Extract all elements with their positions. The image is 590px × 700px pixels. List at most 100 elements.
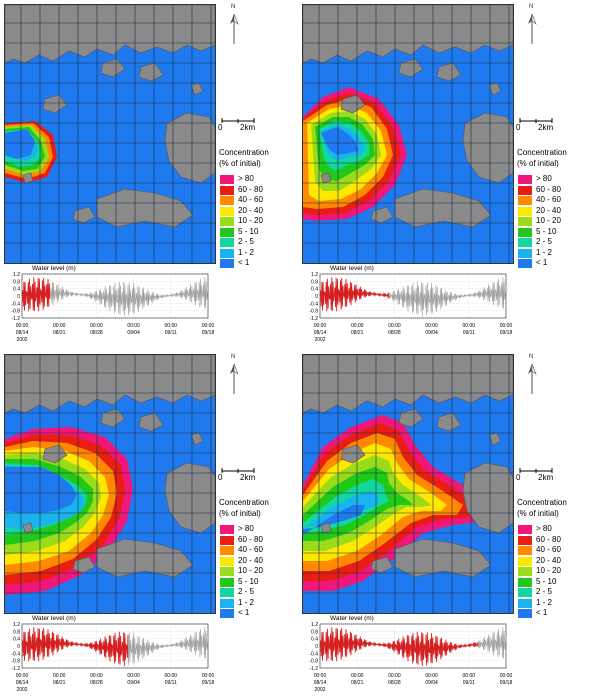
x-tick-date: 09/04 — [425, 330, 438, 336]
x-tick-time: 00:00 — [351, 673, 364, 679]
map-svg — [5, 355, 215, 613]
x-tick-time: 00:00 — [351, 323, 364, 329]
y-tick-label: -1.2 — [309, 316, 318, 322]
x-tick-date: 08/28 — [90, 330, 103, 336]
legend-swatch — [518, 227, 532, 237]
legend-item: > 80 — [518, 174, 590, 185]
legend-label: > 80 — [536, 524, 552, 533]
legend-swatch — [518, 175, 532, 184]
x-tick-time: 00:00 — [90, 673, 103, 679]
island-south-large — [96, 188, 194, 228]
x-tick-time: 00:00 — [314, 673, 327, 679]
legend-item: > 80 — [518, 524, 590, 535]
chart-title: Water level (m) — [328, 615, 376, 622]
x-tick-time: 00:00 — [127, 673, 140, 679]
island-north-a — [398, 408, 424, 428]
island-south-large — [394, 188, 492, 228]
legend-item: < 1 — [518, 608, 590, 619]
legend-label: < 1 — [536, 258, 548, 267]
legend-swatch — [220, 238, 234, 247]
islet-a — [190, 82, 204, 96]
legend-item: 20 - 40 — [518, 556, 590, 567]
legend-label: 40 - 60 — [536, 545, 561, 554]
islet-a — [488, 432, 502, 446]
legend-item: 5 - 10 — [518, 577, 590, 588]
x-tick-date: 08/28 — [90, 680, 103, 686]
legend-label: 20 - 40 — [536, 205, 561, 215]
x-tick-date: 09/11 — [165, 680, 177, 686]
island-south-large — [96, 538, 194, 578]
x-start-year: 2002 — [314, 687, 325, 693]
legend-label: 10 - 20 — [536, 216, 561, 225]
scale-label-end: 2km — [240, 473, 256, 482]
x-tick-time: 00:00 — [165, 323, 178, 329]
x-tick-time: 00:00 — [16, 323, 29, 329]
legend-swatch — [220, 609, 234, 618]
legend-item: 20 - 40 — [518, 206, 590, 217]
y-tick-label: -1.2 — [11, 316, 20, 322]
y-tick-label: 1.2 — [311, 622, 318, 628]
x-tick-time: 00:00 — [202, 323, 214, 329]
x-tick-date: 08/14 — [314, 330, 327, 336]
legend-swatch — [518, 248, 532, 258]
x-tick-time: 00:00 — [16, 673, 29, 679]
land-masses — [303, 355, 513, 578]
x-tick-time: 00:00 — [165, 673, 178, 679]
y-tick-label: 0 — [315, 294, 318, 300]
water-level-series-remaining — [388, 277, 507, 317]
island-north-b — [436, 62, 462, 82]
islet-b — [22, 172, 34, 184]
x-tick-date: 09/11 — [463, 680, 475, 686]
chart-title: Water level (m) — [30, 265, 78, 272]
scale-bar — [218, 118, 258, 132]
y-tick-label: -0.8 — [11, 659, 20, 665]
water-level-chart: 1.2 0.8 0.4 0 -0.4 -0.8 -1.2 00:00 08/14 00:00 08/… — [300, 266, 512, 346]
islet-a — [190, 432, 204, 446]
chart-svg: 1.20.80.40-0.4-0.8-1.200:0008/1400:0008/… — [309, 622, 512, 693]
legend-swatch — [518, 609, 532, 618]
legend-item: 5 - 10 — [220, 577, 292, 588]
legend-item: 20 - 40 — [220, 206, 292, 217]
x-tick-time: 00:00 — [388, 673, 401, 679]
legend-swatch — [518, 206, 532, 216]
legend-item: 10 - 20 — [220, 566, 292, 577]
x-start-year: 2002 — [314, 337, 325, 343]
legend-label: 10 - 20 — [238, 566, 263, 575]
panel-top-right: N 0 2km Concentration (% of initial) > 8… — [300, 2, 590, 347]
map-grid — [303, 355, 513, 613]
legend-swatch — [220, 259, 234, 268]
y-tick-label: 1.2 — [311, 272, 318, 278]
legend-item: 1 - 2 — [220, 248, 292, 259]
island-mid — [340, 94, 366, 114]
island-mid — [42, 444, 68, 464]
x-tick-date: 09/18 — [500, 330, 512, 336]
legend-item: 10 - 20 — [220, 216, 292, 227]
y-tick-label: -0.8 — [11, 309, 20, 315]
legend: > 80 60 - 80 40 - 60 20 - 40 10 - 20 5 - 10 2 … — [518, 174, 590, 269]
legend-swatch — [220, 175, 234, 184]
legend-swatch — [220, 525, 234, 534]
y-tick-label: 0.8 — [13, 279, 20, 285]
legend-swatch — [220, 546, 234, 555]
legend-title-line2: (% of initial) — [219, 509, 261, 518]
legend-item: 40 - 60 — [518, 545, 590, 556]
legend-label: 2 - 5 — [536, 587, 553, 596]
island-east — [164, 112, 215, 184]
legend-label: 60 - 80 — [536, 534, 561, 544]
legend-item: 40 - 60 — [220, 195, 292, 206]
legend-label: 2 - 5 — [238, 587, 255, 596]
y-tick-label: -1.2 — [309, 666, 318, 672]
map-grid — [303, 5, 513, 263]
island-east — [462, 462, 513, 534]
x-tick-date: 08/28 — [388, 330, 401, 336]
legend-label: 5 - 10 — [238, 226, 259, 236]
map-grid — [5, 355, 215, 613]
legend-item: 2 - 5 — [220, 587, 292, 598]
islet-b — [320, 172, 332, 184]
north-label: N — [529, 354, 534, 360]
island-mid — [42, 94, 68, 114]
legend-swatch — [518, 567, 532, 576]
plume-contour — [321, 127, 359, 155]
legend-swatch — [220, 248, 234, 258]
scale-bar — [218, 468, 258, 482]
